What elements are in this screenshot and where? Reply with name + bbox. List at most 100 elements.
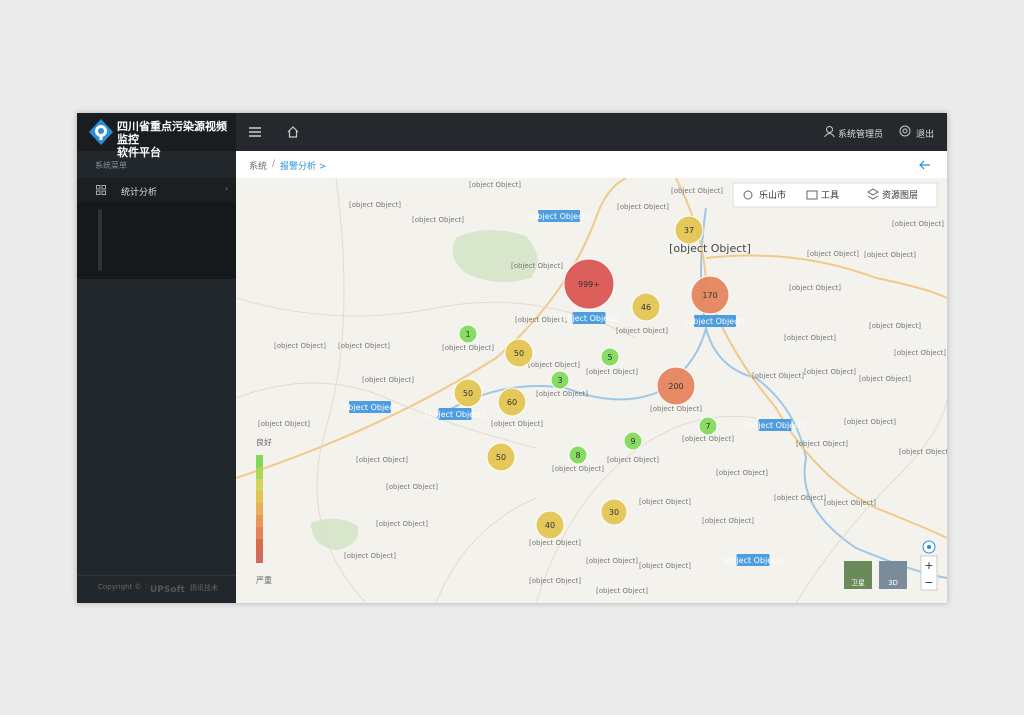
alarm-cluster[interactable] xyxy=(600,498,628,526)
brand: UPSoft xyxy=(150,585,185,595)
cluster-count[interactable]: 50 xyxy=(496,453,506,462)
cluster-count[interactable]: 7 xyxy=(705,422,710,431)
district-badge xyxy=(538,210,580,222)
alarm-cluster[interactable] xyxy=(690,275,730,315)
place-label: [object Object] xyxy=(362,376,414,384)
menu-label[interactable]: 统计分析 xyxy=(121,188,158,198)
cluster-count[interactable]: 3 xyxy=(557,376,562,385)
place-label: [object Object] xyxy=(586,368,638,376)
svg-text:−: − xyxy=(924,576,933,589)
alarm-cluster[interactable] xyxy=(568,445,588,465)
menu-icon xyxy=(96,185,106,195)
place-label: [object Object] xyxy=(536,390,588,398)
alarm-cluster[interactable] xyxy=(600,347,620,367)
logo-icon xyxy=(89,119,113,145)
place-label: [object Object] xyxy=(511,262,563,270)
place-label: [object Object] xyxy=(869,322,921,330)
alarm-cluster[interactable] xyxy=(497,387,527,417)
place-label: [object Object] xyxy=(258,420,310,428)
alarm-cluster[interactable] xyxy=(656,366,696,406)
cluster-count[interactable]: 9 xyxy=(630,437,635,446)
alarm-cluster[interactable] xyxy=(486,442,516,472)
place-label: [object Object] xyxy=(864,251,916,259)
toolbar: 乐山市 工具 资源图层 xyxy=(732,182,938,208)
place-label: [object Object] xyxy=(682,435,734,443)
satellite-label[interactable]: 卫星 xyxy=(851,579,865,587)
cluster-count[interactable]: 60 xyxy=(507,398,517,407)
cluster-count[interactable]: 50 xyxy=(463,389,473,398)
alarm-cluster[interactable] xyxy=(631,292,661,322)
place-label: [object Object] xyxy=(442,344,494,352)
submenu xyxy=(77,202,236,279)
alarm-cluster[interactable] xyxy=(563,258,615,310)
place-label: [object Object] xyxy=(639,562,691,570)
cluster-count[interactable]: 46 xyxy=(641,303,651,312)
district-badge xyxy=(694,315,736,327)
place-label: [object Object] xyxy=(716,469,768,477)
zoom-control[interactable] xyxy=(920,555,938,591)
district-label: [object Object] xyxy=(340,403,400,412)
user-name[interactable]: 系统管理员 xyxy=(838,130,884,140)
topbar: 系统管理员 退出 xyxy=(236,113,947,151)
cluster-count[interactable]: 5 xyxy=(607,353,612,362)
place-label: [object Object] xyxy=(752,372,804,380)
place-label: [object Object] xyxy=(349,201,401,209)
cluster-count[interactable]: 40 xyxy=(545,521,555,530)
menu-item[interactable]: 统计分析 › xyxy=(77,178,236,202)
place-label: [object Object] xyxy=(824,499,876,507)
alarm-cluster[interactable] xyxy=(698,416,718,436)
cluster-count[interactable]: 30 xyxy=(609,508,619,517)
logout[interactable]: 退出 xyxy=(916,130,935,140)
breadcrumb-root[interactable]: 系统 xyxy=(249,162,268,172)
layers-menu[interactable]: 资源图层 xyxy=(882,190,918,201)
footer: Copyright © UPSoft 扬讯技术 xyxy=(77,575,236,603)
home-button[interactable] xyxy=(287,126,299,138)
user-icon xyxy=(824,126,835,137)
district-label: [object Object] xyxy=(559,314,619,323)
cluster-count[interactable]: 999+ xyxy=(578,280,600,289)
place-label: [object Object] xyxy=(552,465,604,473)
district-label: [object Object] xyxy=(425,410,485,419)
title-line1: 四川省重点污染源视频监控 xyxy=(117,120,227,146)
cluster-count[interactable]: 1 xyxy=(465,330,470,339)
cluster-count[interactable]: 37 xyxy=(684,226,694,235)
alarm-cluster[interactable] xyxy=(453,378,483,408)
place-label: [object Object] xyxy=(894,349,946,357)
district-label: [object Object] xyxy=(745,421,805,430)
cluster-count[interactable]: 200 xyxy=(668,382,683,391)
alarm-cluster[interactable] xyxy=(550,370,570,390)
place-label: [object Object] xyxy=(491,420,543,428)
legend-top: 良好 xyxy=(256,437,272,447)
place-label: [object Object] xyxy=(616,327,668,335)
menu-toggle[interactable] xyxy=(249,127,261,137)
alarm-cluster[interactable] xyxy=(535,510,565,540)
cluster-count[interactable]: 8 xyxy=(575,451,580,460)
place-label: [object Object] xyxy=(412,216,464,224)
place-label: [object Object] xyxy=(807,250,859,258)
place-label: [object Object] xyxy=(650,405,702,413)
map-controls: 卫星 3D + − xyxy=(844,540,938,591)
three-d-label[interactable]: 3D xyxy=(888,579,898,587)
three-d-button[interactable] xyxy=(879,561,907,589)
alarm-cluster[interactable] xyxy=(674,215,704,245)
place-label: [object Object] xyxy=(899,448,947,456)
alarm-cluster[interactable] xyxy=(504,338,534,368)
tools-menu[interactable]: 工具 xyxy=(821,190,839,201)
breadcrumb-sep: / xyxy=(272,159,276,169)
city-select[interactable]: 乐山市 xyxy=(759,189,786,201)
alarm-cluster[interactable] xyxy=(458,324,478,344)
alarm-cluster[interactable] xyxy=(623,431,643,451)
satellite-button[interactable] xyxy=(844,561,872,589)
app: 四川省重点污染源视频监控 软件平台 系统菜单 统计分析 › Copyright ©… xyxy=(77,113,947,603)
svg-text:+: + xyxy=(924,559,933,572)
place-label: [object Object] xyxy=(892,220,944,228)
district-badge xyxy=(758,419,792,431)
cluster-count[interactable]: 170 xyxy=(702,291,717,300)
legend: 良好 严重 xyxy=(256,437,272,585)
cluster-count[interactable]: 50 xyxy=(514,349,524,358)
place-label: [object Object] xyxy=(469,181,521,189)
district-label: [object Object] xyxy=(685,317,745,326)
back-button[interactable] xyxy=(919,160,931,170)
menu-arrow: › xyxy=(225,184,229,193)
